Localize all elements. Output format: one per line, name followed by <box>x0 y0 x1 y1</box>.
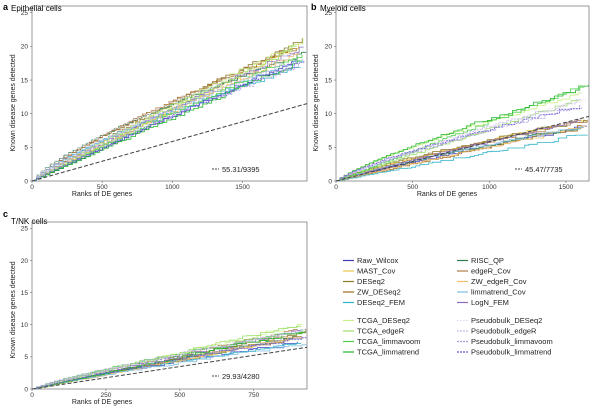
x-tick-label: 500 <box>97 184 108 191</box>
y-tick-label: 25 <box>21 226 29 233</box>
panel-c-title: T/NK cells <box>11 217 47 226</box>
series-line-pseudobulk-deseq2 <box>32 51 297 182</box>
plot-frame <box>335 5 590 182</box>
panel-a-letter: a <box>3 2 9 12</box>
y-tick-label: 15 <box>21 290 29 297</box>
series-line-edger-cov <box>32 48 297 182</box>
panel-b-title: Myeloid cells <box>320 4 366 13</box>
legend-label: RISC_QP <box>471 256 504 265</box>
series-line-pseudobulk-limmatrend <box>32 337 307 390</box>
series-line-tcga-deseq2 <box>32 37 304 182</box>
legend-label: ZW_edgeR_Cov <box>471 277 527 286</box>
legend-label: ZW_DESeq2 <box>357 288 401 297</box>
panel-a-ylabel: Known disease genes detected <box>10 54 17 151</box>
series-line-pseudobulk-deseq2 <box>32 329 297 390</box>
panel-c-annotation: 29.93/4280 <box>222 372 260 381</box>
series-line-pseudobulk-limmatrend <box>32 60 305 182</box>
series-line-pseudobulk-limmatrend <box>336 105 581 182</box>
panel-b: b Myeloid cells Ranks of DE genes Known … <box>311 2 590 198</box>
legend-label: DESeq2 <box>357 277 385 286</box>
legend-label: TCGA_DESeq2 <box>357 316 410 325</box>
legend-label: TCGA_limmatrend <box>357 348 419 357</box>
legend-label: MAST_Cov <box>357 267 396 276</box>
x-tick-label: 250 <box>100 392 111 399</box>
y-tick-label: 15 <box>325 77 333 84</box>
series-line-risc-qp <box>32 51 307 182</box>
legend-label: Pseudobulk_limmatrend <box>471 348 551 357</box>
y-tick-label: 5 <box>24 145 28 152</box>
x-tick-label: 0 <box>30 184 34 191</box>
series-line-tcga-edger <box>336 100 580 182</box>
series-line-tcga-deseq2 <box>336 92 583 182</box>
x-tick-label: 1000 <box>482 184 497 191</box>
legend-label: limmatrend_Cov <box>471 288 526 297</box>
x-tick-label: 0 <box>334 184 338 191</box>
panel-a-xlabel: Ranks of DE genes <box>72 191 133 198</box>
legend-label: LogN_FEM <box>471 298 509 307</box>
y-tick-label: 25 <box>325 10 333 17</box>
series-line-zw-edger-cov <box>336 125 586 182</box>
x-tick-label: 500 <box>407 184 418 191</box>
panel-b-xlabel: Ranks of DE genes <box>417 191 478 198</box>
series-line-limmatrend-cov <box>32 344 307 390</box>
legend-label: TCGA_edgeR <box>357 327 405 336</box>
series-line-tcga-edger <box>32 45 297 182</box>
panel-c: c T/NK cells Ranks of DE genes Known dis… <box>3 209 308 406</box>
y-tick-label: 25 <box>21 10 29 17</box>
legend-label: edgeR_Cov <box>471 267 511 276</box>
panel-b-ylabel: Known disease genes detected <box>313 54 320 151</box>
x-tick-label: 750 <box>248 392 259 399</box>
series-line-tcga-limmavoom <box>336 85 584 182</box>
series-line-tcga-limmatrend <box>32 60 302 182</box>
panel-a-title: Epithelial cells <box>11 4 62 13</box>
series-line-pseudobulk-limmavoom <box>336 107 583 182</box>
panel-b-annotation: 45.47/7735 <box>525 165 563 174</box>
legend-label: Pseudobulk_limmavoom <box>471 337 553 346</box>
x-tick-label: 1000 <box>165 184 180 191</box>
series-line-pseudobulk-edger <box>32 329 307 390</box>
y-tick-label: 0 <box>328 178 332 185</box>
panel-a: a Epithelial cells Ranks of DE genes Kno… <box>3 2 308 198</box>
expected-random-line <box>31 346 308 390</box>
series-line-tcga-limmatrend <box>336 85 589 182</box>
y-tick-label: 10 <box>21 111 29 118</box>
expected-random-line <box>335 115 590 182</box>
panel-b-letter: b <box>311 2 317 12</box>
legend-label: TCGA_limmavoom <box>357 337 420 346</box>
y-tick-label: 5 <box>328 145 332 152</box>
x-tick-label: 1500 <box>235 184 250 191</box>
legend-label: Raw_Wilcox <box>357 256 399 265</box>
y-tick-label: 15 <box>21 77 29 84</box>
series-line-pseudobulk-edger <box>336 98 581 182</box>
legend-label: DESeq2_FEM <box>357 298 405 307</box>
plot-frame <box>31 221 308 390</box>
y-tick-label: 0 <box>24 178 28 185</box>
y-tick-label: 10 <box>21 322 29 329</box>
series-line-deseq2-fem <box>336 134 588 182</box>
x-tick-label: 0 <box>30 392 34 399</box>
x-tick-label: 500 <box>174 392 185 399</box>
y-tick-label: 10 <box>325 111 333 118</box>
y-tick-label: 20 <box>325 44 333 51</box>
panel-c-letter: c <box>3 209 8 219</box>
y-tick-label: 20 <box>21 258 29 265</box>
y-tick-label: 0 <box>24 386 28 393</box>
panel-a-annotation: 55.31/9395 <box>222 165 260 174</box>
panel-c-ylabel: Known disease genes detected <box>10 261 17 358</box>
legend-label: Pseudobulk_DESeq2 <box>471 316 542 325</box>
y-tick-label: 5 <box>24 354 28 361</box>
plot-frame <box>31 5 308 182</box>
legend-label: Pseudobulk_edgeR <box>471 327 537 336</box>
x-tick-label: 1500 <box>559 184 574 191</box>
series-line-pseudobulk-edger <box>32 58 297 182</box>
series-line-pseudobulk-limmavoom <box>32 337 307 390</box>
y-tick-label: 20 <box>21 44 29 51</box>
panel-c-xlabel: Ranks of DE genes <box>72 399 133 406</box>
